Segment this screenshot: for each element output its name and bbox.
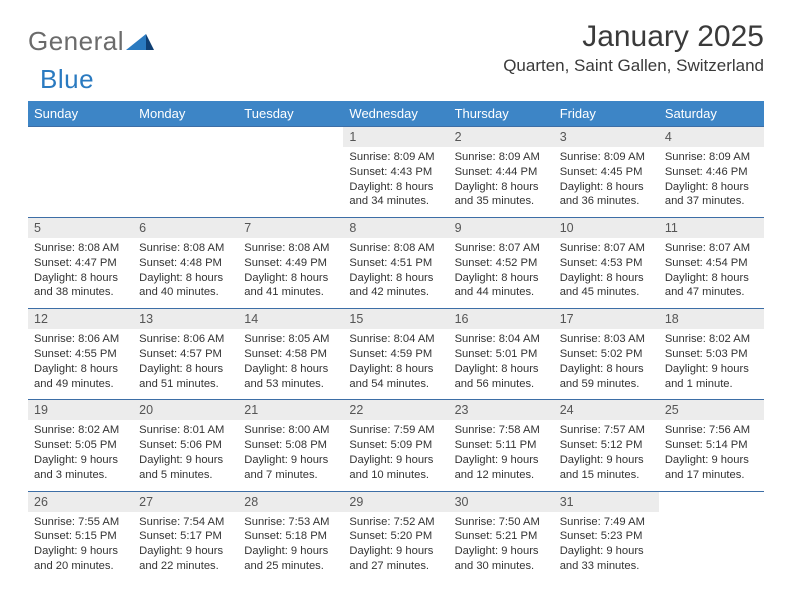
day-detail-cell: Sunrise: 8:08 AMSunset: 4:47 PMDaylight:… <box>28 238 133 309</box>
weekday-header-row: SundayMondayTuesdayWednesdayThursdayFrid… <box>28 101 764 127</box>
weekday-header: Tuesday <box>238 101 343 127</box>
brand-general: General <box>28 26 124 56</box>
title-block: January 2025 Quarten, Saint Gallen, Swit… <box>503 20 764 76</box>
day-number-cell: 20 <box>133 400 238 421</box>
day-number-cell: 21 <box>238 400 343 421</box>
day-number-cell: 27 <box>133 491 238 512</box>
day-number-cell: 29 <box>343 491 448 512</box>
day-detail-cell: Sunrise: 8:09 AMSunset: 4:45 PMDaylight:… <box>554 147 659 218</box>
weekday-header: Saturday <box>659 101 764 127</box>
day-detail-cell: Sunrise: 7:55 AMSunset: 5:15 PMDaylight:… <box>28 512 133 578</box>
day-detail-cell: Sunrise: 8:04 AMSunset: 5:01 PMDaylight:… <box>449 329 554 400</box>
day-number-cell: 25 <box>659 400 764 421</box>
day-number-cell: 22 <box>343 400 448 421</box>
weekday-header: Sunday <box>28 101 133 127</box>
day-detail-cell: Sunrise: 8:06 AMSunset: 4:55 PMDaylight:… <box>28 329 133 400</box>
day-detail-cell: Sunrise: 8:09 AMSunset: 4:43 PMDaylight:… <box>343 147 448 218</box>
day-number-cell: 12 <box>28 309 133 330</box>
day-detail-cell: Sunrise: 8:03 AMSunset: 5:02 PMDaylight:… <box>554 329 659 400</box>
day-detail-row: Sunrise: 8:06 AMSunset: 4:55 PMDaylight:… <box>28 329 764 400</box>
day-number-cell: 18 <box>659 309 764 330</box>
day-number-cell: 8 <box>343 218 448 239</box>
calendar-page: General January 2025 Quarten, Saint Gall… <box>0 0 792 612</box>
day-detail-cell: Sunrise: 8:04 AMSunset: 4:59 PMDaylight:… <box>343 329 448 400</box>
day-detail-cell: Sunrise: 7:50 AMSunset: 5:21 PMDaylight:… <box>449 512 554 578</box>
day-detail-cell: Sunrise: 8:08 AMSunset: 4:51 PMDaylight:… <box>343 238 448 309</box>
day-number-cell: 10 <box>554 218 659 239</box>
day-detail-cell <box>28 147 133 218</box>
calendar-body: 1234 Sunrise: 8:09 AMSunset: 4:43 PMDayl… <box>28 127 764 578</box>
day-number-cell: 23 <box>449 400 554 421</box>
day-detail-cell: Sunrise: 8:08 AMSunset: 4:48 PMDaylight:… <box>133 238 238 309</box>
day-number-cell: 19 <box>28 400 133 421</box>
day-detail-row: Sunrise: 8:08 AMSunset: 4:47 PMDaylight:… <box>28 238 764 309</box>
day-number-cell: 6 <box>133 218 238 239</box>
day-detail-row: Sunrise: 8:09 AMSunset: 4:43 PMDaylight:… <box>28 147 764 218</box>
day-number-row: 567891011 <box>28 218 764 239</box>
day-detail-cell: Sunrise: 7:54 AMSunset: 5:17 PMDaylight:… <box>133 512 238 578</box>
day-number-row: 12131415161718 <box>28 309 764 330</box>
day-detail-cell: Sunrise: 8:06 AMSunset: 4:57 PMDaylight:… <box>133 329 238 400</box>
day-detail-cell <box>659 512 764 578</box>
day-number-cell: 28 <box>238 491 343 512</box>
day-number-cell <box>28 127 133 148</box>
day-number-cell <box>238 127 343 148</box>
day-detail-cell: Sunrise: 7:58 AMSunset: 5:11 PMDaylight:… <box>449 420 554 491</box>
day-detail-cell: Sunrise: 7:59 AMSunset: 5:09 PMDaylight:… <box>343 420 448 491</box>
day-number-cell: 16 <box>449 309 554 330</box>
day-detail-row: Sunrise: 8:02 AMSunset: 5:05 PMDaylight:… <box>28 420 764 491</box>
day-detail-cell <box>238 147 343 218</box>
day-detail-cell: Sunrise: 8:07 AMSunset: 4:53 PMDaylight:… <box>554 238 659 309</box>
day-number-cell: 1 <box>343 127 448 148</box>
day-number-cell: 9 <box>449 218 554 239</box>
calendar-table: SundayMondayTuesdayWednesdayThursdayFrid… <box>28 101 764 578</box>
weekday-header: Wednesday <box>343 101 448 127</box>
brand-logo: General <box>28 20 156 57</box>
day-detail-cell: Sunrise: 8:07 AMSunset: 4:52 PMDaylight:… <box>449 238 554 309</box>
month-title: January 2025 <box>503 20 764 54</box>
day-number-cell: 2 <box>449 127 554 148</box>
weekday-header: Friday <box>554 101 659 127</box>
day-detail-cell: Sunrise: 8:01 AMSunset: 5:06 PMDaylight:… <box>133 420 238 491</box>
day-detail-cell: Sunrise: 7:53 AMSunset: 5:18 PMDaylight:… <box>238 512 343 578</box>
day-number-cell: 4 <box>659 127 764 148</box>
brand-mark-icon <box>126 28 154 55</box>
day-number-row: 1234 <box>28 127 764 148</box>
day-detail-cell: Sunrise: 8:05 AMSunset: 4:58 PMDaylight:… <box>238 329 343 400</box>
day-number-cell: 5 <box>28 218 133 239</box>
day-number-cell: 15 <box>343 309 448 330</box>
day-detail-cell: Sunrise: 7:52 AMSunset: 5:20 PMDaylight:… <box>343 512 448 578</box>
day-detail-cell: Sunrise: 8:02 AMSunset: 5:03 PMDaylight:… <box>659 329 764 400</box>
day-detail-cell: Sunrise: 8:07 AMSunset: 4:54 PMDaylight:… <box>659 238 764 309</box>
day-detail-cell: Sunrise: 7:49 AMSunset: 5:23 PMDaylight:… <box>554 512 659 578</box>
weekday-header: Thursday <box>449 101 554 127</box>
day-number-cell: 30 <box>449 491 554 512</box>
day-detail-cell <box>133 147 238 218</box>
day-number-cell: 26 <box>28 491 133 512</box>
location-subtitle: Quarten, Saint Gallen, Switzerland <box>503 56 764 76</box>
weekday-header: Monday <box>133 101 238 127</box>
day-number-row: 262728293031 <box>28 491 764 512</box>
calendar-head: SundayMondayTuesdayWednesdayThursdayFrid… <box>28 101 764 127</box>
day-detail-cell: Sunrise: 7:56 AMSunset: 5:14 PMDaylight:… <box>659 420 764 491</box>
day-number-cell: 31 <box>554 491 659 512</box>
day-number-cell: 14 <box>238 309 343 330</box>
day-detail-row: Sunrise: 7:55 AMSunset: 5:15 PMDaylight:… <box>28 512 764 578</box>
day-detail-cell: Sunrise: 8:08 AMSunset: 4:49 PMDaylight:… <box>238 238 343 309</box>
day-detail-cell: Sunrise: 7:57 AMSunset: 5:12 PMDaylight:… <box>554 420 659 491</box>
day-number-cell: 24 <box>554 400 659 421</box>
day-detail-cell: Sunrise: 8:09 AMSunset: 4:44 PMDaylight:… <box>449 147 554 218</box>
day-number-cell <box>659 491 764 512</box>
day-number-row: 19202122232425 <box>28 400 764 421</box>
day-number-cell: 13 <box>133 309 238 330</box>
day-number-cell: 17 <box>554 309 659 330</box>
day-number-cell <box>133 127 238 148</box>
day-detail-cell: Sunrise: 8:09 AMSunset: 4:46 PMDaylight:… <box>659 147 764 218</box>
day-detail-cell: Sunrise: 8:00 AMSunset: 5:08 PMDaylight:… <box>238 420 343 491</box>
day-number-cell: 7 <box>238 218 343 239</box>
brand-blue: Blue <box>40 64 94 94</box>
day-number-cell: 11 <box>659 218 764 239</box>
day-detail-cell: Sunrise: 8:02 AMSunset: 5:05 PMDaylight:… <box>28 420 133 491</box>
day-number-cell: 3 <box>554 127 659 148</box>
